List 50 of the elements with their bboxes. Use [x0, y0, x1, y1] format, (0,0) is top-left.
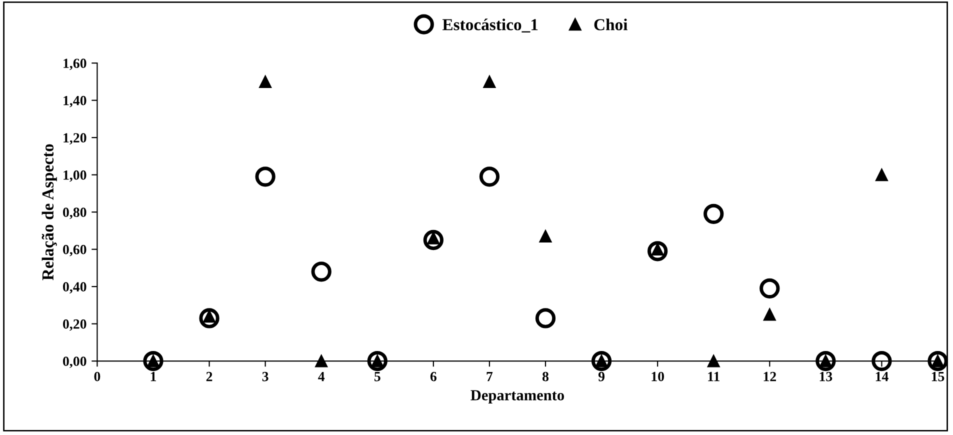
- point: [199, 308, 220, 328]
- x-tick-label: 0: [94, 372, 100, 382]
- legend-label: Estocástico_1: [442, 18, 538, 32]
- x-tick-label: 5: [374, 372, 380, 382]
- x-tick-label: 9: [598, 372, 605, 382]
- y-axis-title: Relação de Aspecto: [42, 144, 57, 280]
- point: [483, 75, 496, 88]
- point: [591, 350, 612, 372]
- point: [928, 350, 948, 372]
- point: [311, 262, 332, 282]
- y-tick-label: 0,20: [63, 319, 86, 331]
- point: [143, 350, 164, 372]
- point: [423, 230, 444, 250]
- point: [535, 308, 556, 328]
- y-tick-label: 1,40: [64, 96, 86, 108]
- point: [816, 350, 836, 372]
- x-tick-label: 1: [150, 372, 156, 382]
- point: [872, 350, 892, 372]
- y-tick-label: 1,00: [64, 170, 86, 182]
- x-tick-label: 4: [318, 372, 325, 382]
- point: [760, 278, 780, 298]
- y-tick-label: 0,40: [63, 282, 86, 294]
- point: [704, 204, 724, 224]
- point: [539, 230, 552, 243]
- x-tick-label: 8: [542, 372, 549, 382]
- x-tick-label: 13: [820, 372, 832, 382]
- x-tick-label: 7: [486, 372, 493, 382]
- x-axis-title: Departamento: [470, 390, 564, 404]
- x-tick-label: 10: [652, 372, 664, 382]
- y-tick-label: 1,20: [64, 133, 86, 145]
- legend-label: Choi: [594, 18, 628, 30]
- point: [315, 354, 328, 368]
- x-tick-label: 15: [932, 372, 944, 382]
- point: [648, 241, 668, 262]
- y-tick-label: 0,00: [63, 356, 86, 368]
- point: [259, 75, 272, 88]
- x-tick-label: 2: [206, 372, 212, 382]
- y-tick-label: 0,80: [63, 208, 86, 220]
- point: [875, 168, 888, 182]
- y-tick-label: 1,60: [64, 58, 86, 70]
- x-tick-label: 14: [876, 372, 888, 382]
- x-tick-label: 6: [430, 372, 436, 382]
- point: [479, 166, 500, 187]
- point: [763, 308, 776, 321]
- point: [255, 166, 276, 187]
- x-tick-label: 3: [262, 372, 268, 382]
- x-tick-label: 11: [708, 372, 720, 382]
- x-tick-label: 12: [764, 372, 776, 382]
- point: [707, 354, 720, 368]
- y-tick-label: 0,60: [63, 244, 86, 256]
